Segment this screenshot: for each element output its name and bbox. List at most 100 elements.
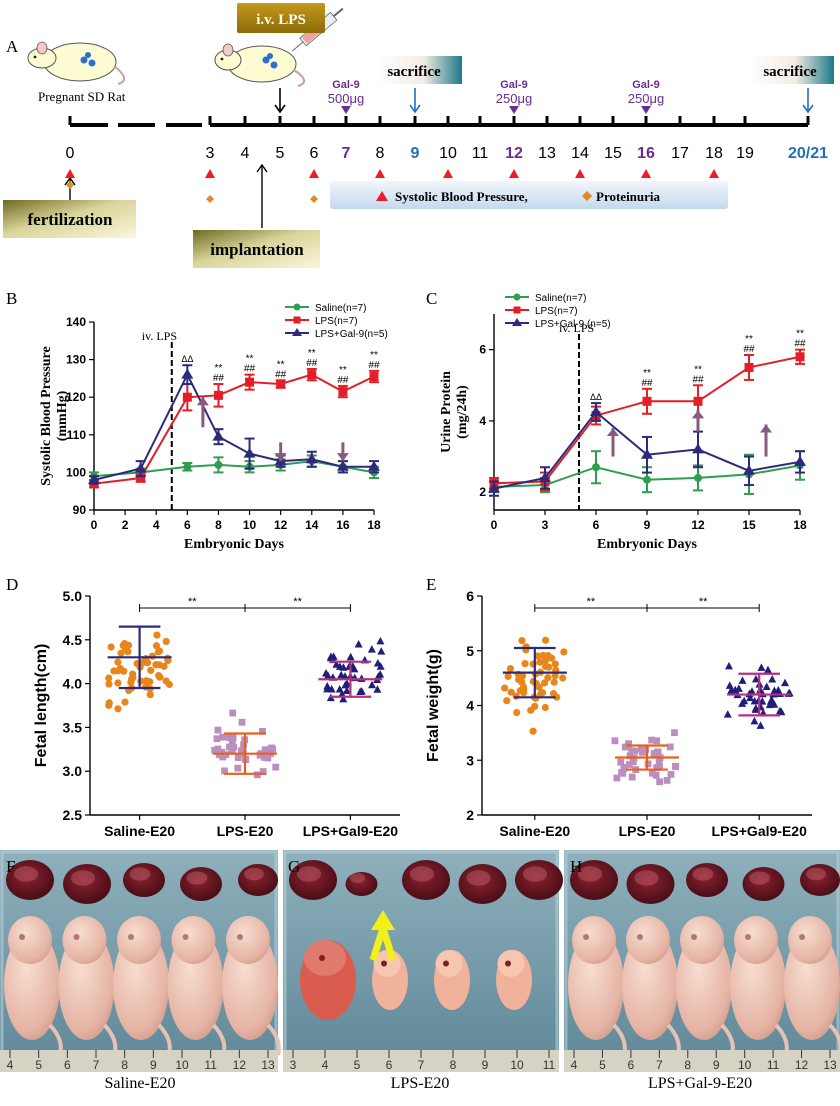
data-point <box>656 778 664 786</box>
data-point <box>666 743 674 751</box>
prot-diamond-icon <box>206 195 214 203</box>
sbp-triangle-icon <box>575 169 585 178</box>
panel-label-d: D <box>6 575 18 594</box>
data-point <box>770 700 779 708</box>
ruler-label: 5 <box>354 1058 361 1072</box>
data-point <box>214 460 223 469</box>
data-point <box>272 763 280 771</box>
data-point <box>336 460 349 471</box>
sig-star: ** <box>745 334 753 345</box>
data-point <box>114 658 122 666</box>
data-point <box>625 740 632 748</box>
panel-b: B 90 100 110 120 130 140 0 2 4 6 8 10 12 14 16 18 Embryo… <box>6 289 388 552</box>
gal9-label: Gal-9 <box>332 79 360 91</box>
data-point <box>750 716 759 725</box>
ruler-label: 6 <box>386 1058 393 1072</box>
data-point <box>213 390 223 400</box>
sbp-triangle-icon <box>641 169 651 178</box>
data-point <box>221 767 228 775</box>
data-point <box>105 680 113 688</box>
data-point <box>768 674 777 683</box>
legend-label: LPS(n=7) <box>315 316 358 327</box>
legend-label: Saline(n=7) <box>315 303 366 314</box>
gal9-arrow-icon <box>341 106 351 114</box>
placenta-highlight <box>349 873 366 883</box>
data-point <box>522 643 530 651</box>
placenta-highlight <box>692 867 714 881</box>
data-point <box>234 754 242 762</box>
placenta <box>180 867 222 901</box>
data-point <box>114 705 122 713</box>
placenta <box>458 864 507 904</box>
data-point <box>549 690 558 698</box>
data-point <box>142 677 150 685</box>
data-point <box>240 741 247 749</box>
data-point <box>537 690 545 698</box>
data-point <box>368 460 380 471</box>
photo-saline: 4 5 6 7 8 9 10 11 12 13 <box>0 850 281 1072</box>
data-point <box>105 701 113 709</box>
legend-label: Saline(n=7) <box>535 293 586 304</box>
sig-star: ** <box>277 359 285 370</box>
data-point <box>182 392 192 402</box>
sig-star: ** <box>308 348 316 359</box>
panel-label-f: F <box>6 857 15 876</box>
sig-hash: ## <box>275 369 287 380</box>
pup-head <box>62 916 107 964</box>
sig-label: ** <box>587 596 596 608</box>
caption-lps-gal9: LPS+Gal-9-E20 <box>648 1075 752 1092</box>
y-tick-label: 2.5 <box>63 807 83 823</box>
measurement-legend <box>330 181 728 209</box>
x-tick-label: 4 <box>153 518 160 532</box>
pup-head <box>680 916 724 964</box>
data-point <box>520 689 528 697</box>
data-point <box>114 667 122 675</box>
gal9-arrow-icon <box>509 106 519 114</box>
data-point <box>534 652 542 660</box>
pup-eye <box>691 934 697 940</box>
day-label-15: 15 <box>604 145 622 162</box>
data-point <box>212 430 225 441</box>
sig-star: ** <box>339 365 347 376</box>
gal9-arrow-head-icon <box>760 424 772 433</box>
ruler-label: 4 <box>571 1058 578 1072</box>
pup-eye <box>182 934 189 940</box>
pup-eye <box>237 934 243 940</box>
placenta-highlight <box>186 871 208 885</box>
placenta-highlight <box>244 867 264 881</box>
data-point <box>738 676 747 684</box>
gal9-dose: 250μg <box>628 91 664 106</box>
data-point <box>626 752 634 760</box>
data-point <box>539 471 551 482</box>
sig-star: ** <box>796 329 804 340</box>
data-point <box>535 683 543 691</box>
panel-label-h: H <box>570 857 582 876</box>
day-label-19: 19 <box>736 145 754 162</box>
day-label-14: 14 <box>571 145 589 162</box>
data-point <box>536 658 544 666</box>
ruler-label: 11 <box>543 1058 556 1072</box>
y-tick-label: 110 <box>67 428 87 442</box>
ruler-label: 10 <box>738 1058 752 1072</box>
sbp-triangle-icon <box>709 169 719 178</box>
data-point <box>653 737 661 745</box>
x-tick-label: 15 <box>742 518 756 532</box>
y-tick-label: 5 <box>466 643 474 659</box>
down-arrow-head-icon <box>274 104 286 114</box>
implantation-label: implantation <box>210 240 304 259</box>
data-point <box>743 464 755 475</box>
y-tick-label: 120 <box>66 390 86 404</box>
data-point <box>245 377 255 387</box>
day-label-5: 5 <box>276 145 285 162</box>
data-point <box>214 726 222 734</box>
placenta <box>570 860 618 900</box>
data-point <box>183 462 192 471</box>
data-point <box>181 368 194 379</box>
sbp-triangle-icon <box>65 169 75 178</box>
data-point <box>757 663 766 671</box>
ruler-label: 4 <box>7 1058 14 1072</box>
gal9-label: Gal-9 <box>632 79 660 91</box>
data-point <box>503 697 511 705</box>
panel-label-g: G <box>288 857 300 876</box>
data-point <box>368 680 377 689</box>
